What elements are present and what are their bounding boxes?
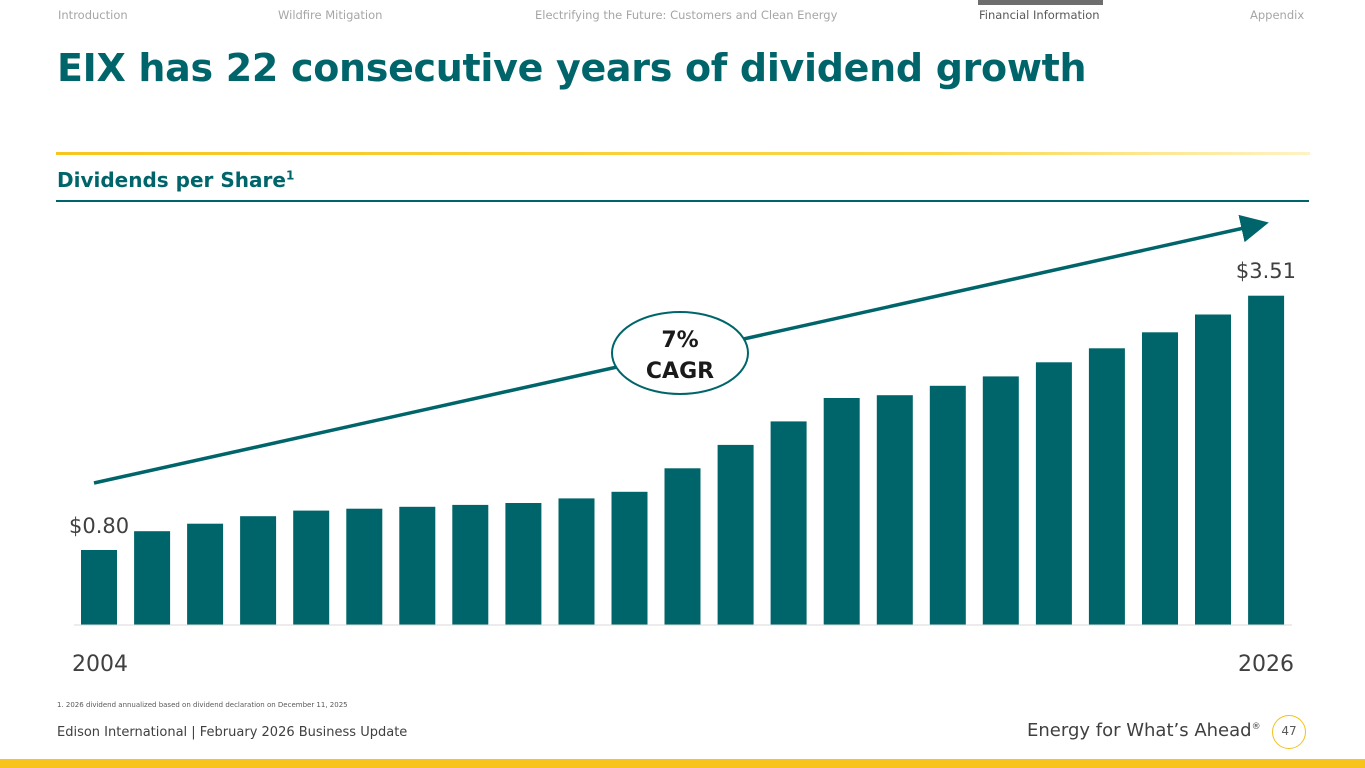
- bar-2021: [982, 376, 1019, 625]
- bar-2016: [717, 444, 754, 625]
- bar-2022: [1035, 362, 1072, 625]
- bar-2007: [240, 516, 277, 625]
- nav-active-indicator: [978, 0, 1103, 5]
- slide-title: EIX has 22 consecutive years of dividend…: [57, 46, 1087, 90]
- bar-2006: [187, 523, 224, 625]
- footer-accent-band: [0, 759, 1365, 768]
- nav-tab-financial-information[interactable]: Financial Information: [979, 8, 1100, 22]
- bar-2011: [452, 504, 489, 625]
- footnote-marker: 1: [285, 168, 295, 183]
- bar-2004: [81, 550, 117, 625]
- x-axis-start-label: 2004: [72, 652, 128, 677]
- footer-company-text: Edison International | February 2026 Bus…: [57, 725, 408, 740]
- bar-2026: [1248, 295, 1285, 625]
- footnote: 1. 2026 dividend annualized based on div…: [57, 701, 348, 709]
- top-navigation: Introduction Wildfire Mitigation Electri…: [0, 0, 1365, 30]
- dividend-bar-chart: 7% CAGR $0.80 $3.51 2004 2026: [69, 214, 1296, 677]
- cagr-percent-label: 7%: [661, 328, 698, 353]
- title-divider: [56, 152, 1310, 155]
- registered-mark: ®: [1251, 722, 1261, 732]
- brand-tagline: Energy for What’s Ahead®: [1027, 720, 1261, 741]
- end-value-label: $3.51: [1236, 259, 1296, 283]
- page-number: 47: [1272, 715, 1306, 749]
- cagr-callout-bubble: [611, 311, 749, 395]
- bar-2017: [770, 421, 807, 625]
- bar-2014: [611, 491, 648, 625]
- nav-tab-appendix[interactable]: Appendix: [1250, 8, 1305, 22]
- chart-subtitle-text: Dividends per Share: [57, 168, 286, 192]
- start-value-label: $0.80: [69, 514, 129, 538]
- bar-2020: [929, 385, 966, 625]
- bar-2012: [505, 503, 542, 625]
- bar-2024: [1142, 332, 1178, 625]
- bar-2025: [1195, 314, 1231, 625]
- nav-tab-electrifying-the-future[interactable]: Electrifying the Future: Customers and C…: [535, 8, 838, 22]
- nav-tab-wildfire-mitigation[interactable]: Wildfire Mitigation: [278, 8, 383, 22]
- brand-tagline-text: Energy for What’s Ahead: [1027, 720, 1252, 741]
- cagr-label: CAGR: [646, 359, 714, 384]
- bar-2018: [823, 398, 860, 625]
- bar-2023: [1088, 348, 1125, 625]
- nav-tab-introduction[interactable]: Introduction: [58, 8, 128, 22]
- bar-2015: [664, 468, 701, 625]
- bar-2019: [876, 395, 913, 625]
- bar-2009: [346, 508, 383, 625]
- bar-2005: [134, 531, 171, 625]
- bar-2013: [558, 498, 595, 625]
- bar-2008: [293, 510, 330, 625]
- subtitle-divider: [56, 200, 1309, 202]
- bar-2010: [399, 506, 436, 625]
- x-axis-end-label: 2026: [1238, 652, 1294, 677]
- chart-subtitle: Dividends per Share1: [57, 168, 294, 192]
